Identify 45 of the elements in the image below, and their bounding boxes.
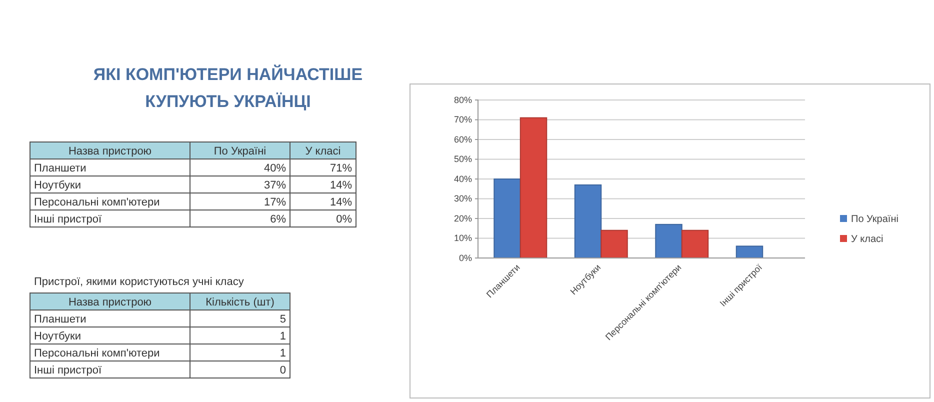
bar <box>600 230 628 258</box>
y-tick-label: 30% <box>454 194 472 204</box>
text: Ноутбуки <box>34 330 81 342</box>
text: Персональні комп'ютери <box>34 348 160 360</box>
text: 1 <box>280 348 286 360</box>
y-tick-label: 50% <box>454 154 472 164</box>
bar <box>736 246 764 258</box>
text: Ноутбуки <box>34 180 81 192</box>
y-tick-label: 80% <box>454 94 472 105</box>
bar <box>520 117 548 258</box>
text: Назва пристрою <box>68 146 152 158</box>
legend-label: По Україні <box>851 214 898 225</box>
text: 1 <box>280 330 286 342</box>
text: 14% <box>330 180 352 192</box>
y-tick-label: 0% <box>458 252 472 263</box>
text: 5 <box>280 314 286 326</box>
text: Планшети <box>34 314 86 326</box>
legend-label: У класі <box>851 234 884 245</box>
bar <box>655 224 682 258</box>
bar <box>574 184 602 258</box>
text: 0% <box>336 214 352 226</box>
text: 71% <box>330 162 352 174</box>
text: ЯКІ КОМП'ЮТЕРИ НАЙЧАСТІШЕ КУПУЮТЬ УКРАЇНЦІ <box>93 64 363 111</box>
text: Планшети <box>34 162 86 174</box>
y-tick-label: 60% <box>454 134 472 144</box>
y-tick-label: 20% <box>454 213 472 224</box>
text: 40% <box>264 162 286 174</box>
bar <box>681 230 709 258</box>
text: 0 <box>280 364 286 376</box>
text: По Україні <box>214 146 266 158</box>
y-tick-label: 10% <box>454 233 472 244</box>
bar <box>494 178 521 258</box>
text: Пристрої, якими користуються учні класу <box>34 276 244 288</box>
text: 17% <box>264 196 286 208</box>
text: Персональні комп'ютери <box>34 196 160 208</box>
text: 6% <box>270 214 286 226</box>
y-tick-label: 70% <box>454 114 472 125</box>
y-tick-label: 40% <box>454 174 472 184</box>
text: 14% <box>330 196 352 208</box>
text: Інші пристрої <box>34 214 102 226</box>
text: Інші пристрої <box>34 364 102 376</box>
text: Кількість (шт) <box>206 296 274 308</box>
text: У класі <box>305 146 341 158</box>
text: 37% <box>264 180 286 192</box>
text: Назва пристрою <box>68 296 152 308</box>
